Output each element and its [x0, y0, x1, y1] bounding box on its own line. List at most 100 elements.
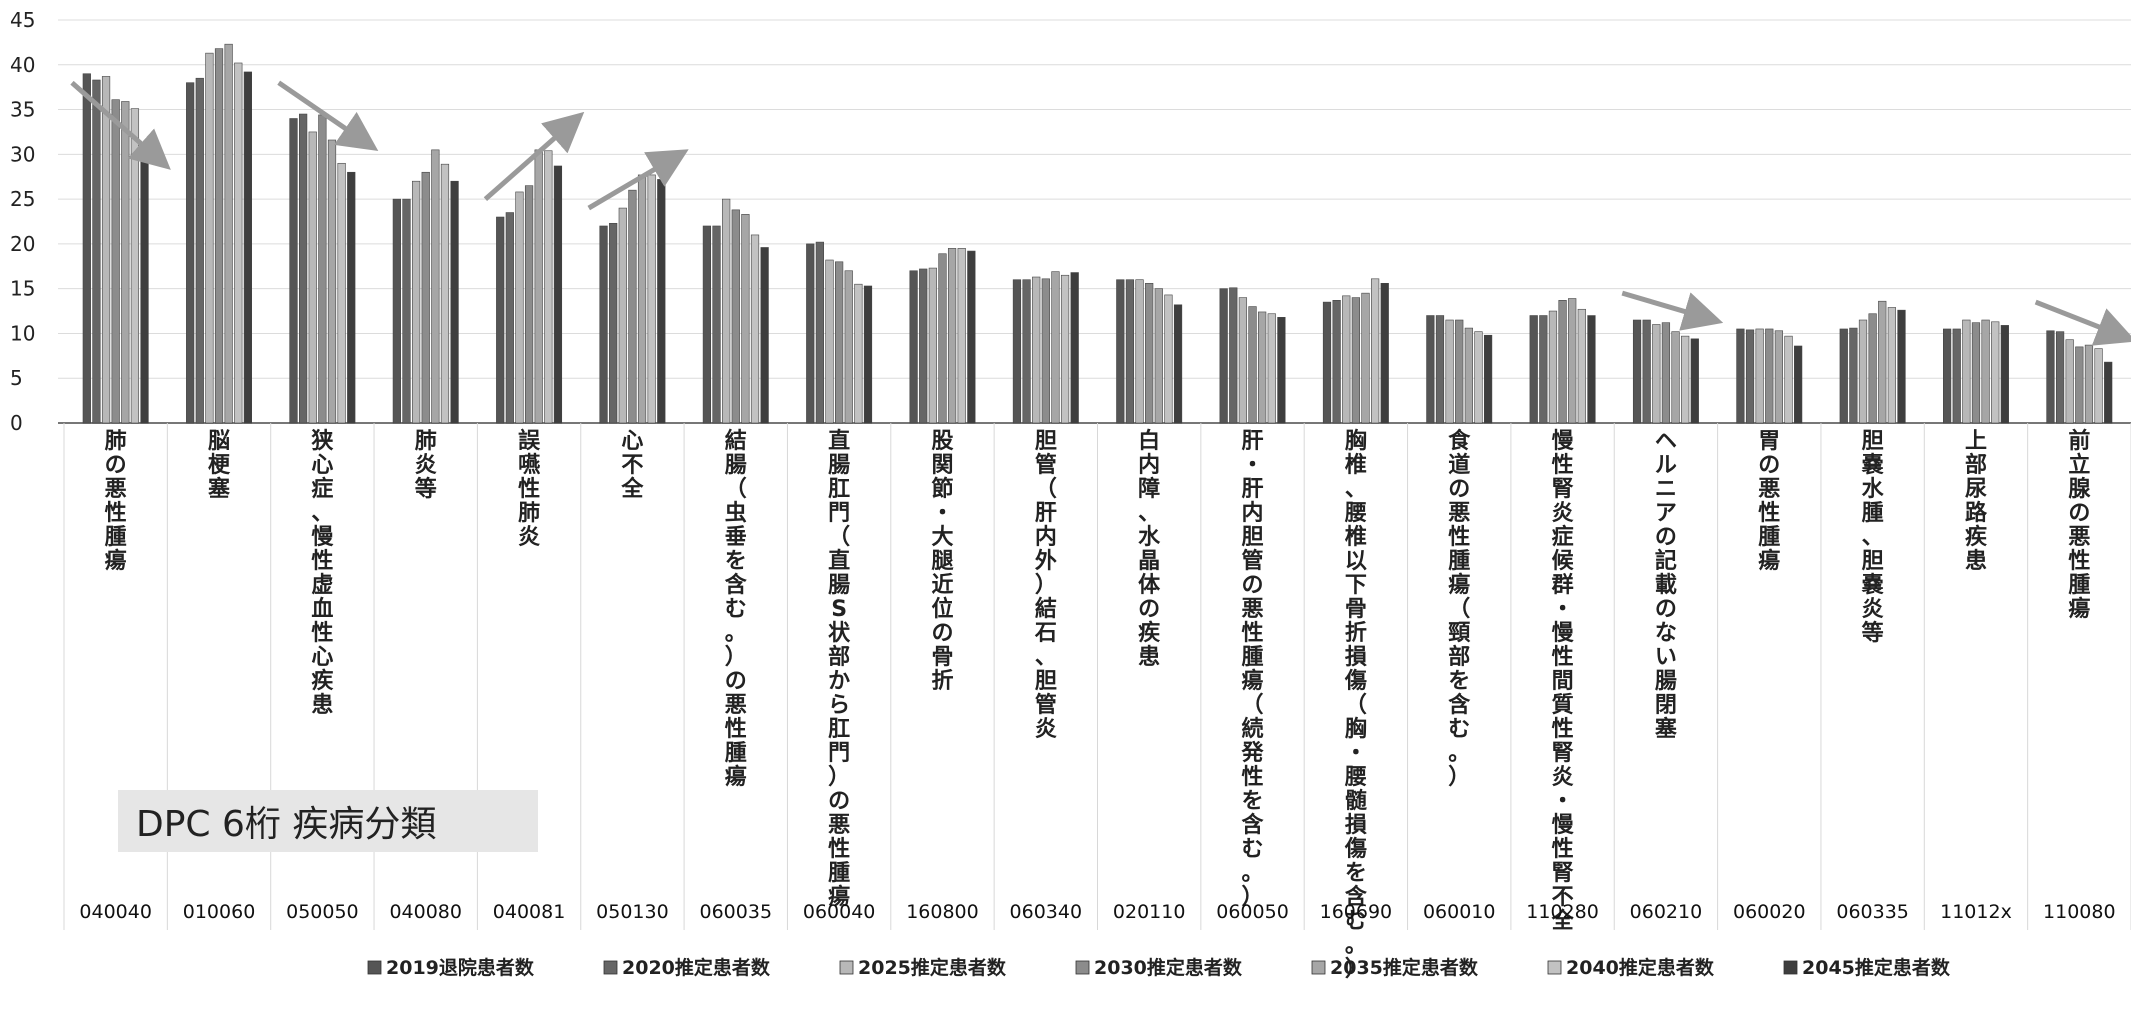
- category-label: 胸椎、腰椎以下骨折損傷（胸・腰髄損傷を含む。）: [1344, 428, 1368, 982]
- legend-label: 2045推定患者数: [1802, 956, 1951, 979]
- bar: [392, 198, 401, 424]
- trend-down-arrow-icon: [2034, 299, 2131, 346]
- bar: [1154, 288, 1163, 424]
- bar: [402, 198, 411, 424]
- bar: [1839, 328, 1848, 424]
- bar: [1041, 278, 1050, 424]
- bar: [234, 62, 243, 424]
- bar: [1426, 315, 1435, 424]
- legend-swatch: [367, 960, 382, 975]
- gridlines: [58, 19, 2131, 424]
- bar: [722, 198, 731, 424]
- bar: [1258, 311, 1267, 424]
- bar: [450, 180, 459, 424]
- category-label: 肺の悪性腫瘍: [105, 429, 127, 574]
- category-label: 肺炎等: [415, 429, 437, 502]
- dpc-code-label: 050050: [286, 901, 359, 923]
- bar: [1868, 313, 1877, 424]
- bar: [2075, 346, 2084, 424]
- trend-up-arrow-icon: [587, 149, 689, 211]
- bar: [1267, 313, 1276, 424]
- bar: [347, 171, 356, 424]
- bar: [2065, 339, 2074, 424]
- legend-swatch: [1783, 960, 1798, 975]
- bar: [1445, 319, 1454, 424]
- bar: [1784, 335, 1793, 424]
- trend-down-arrow-icon: [1621, 290, 1724, 331]
- bar: [1548, 310, 1558, 424]
- dpc-code-label: 040081: [493, 901, 566, 923]
- bar: [186, 82, 195, 424]
- y-tick-label: 5: [10, 366, 23, 390]
- bar: [496, 216, 505, 424]
- bar: [967, 250, 976, 424]
- bar: [1051, 271, 1060, 424]
- legend-label: 2030推定患者数: [1094, 956, 1243, 979]
- category-label: 胃の悪性腫瘍: [1758, 429, 1780, 574]
- bar: [1474, 331, 1483, 424]
- bars: [82, 43, 2113, 424]
- bar: [854, 283, 863, 424]
- bar: [835, 261, 844, 424]
- bar: [909, 270, 918, 424]
- bar: [637, 174, 647, 424]
- bar: [599, 225, 608, 424]
- legend-swatch: [1311, 960, 1326, 975]
- bar: [1671, 331, 1680, 424]
- dpc-code-label: 110280: [1526, 901, 1599, 923]
- dpc-code-label: 160690: [1320, 901, 1393, 923]
- dpc-code-label: 11012x: [1940, 901, 2012, 923]
- bar: [1229, 287, 1238, 424]
- category-label: 肝・肝内胆管の悪性腫瘍（続発性を含む。）: [1241, 429, 1265, 910]
- category-label: 結腸（虫垂を含む。）の悪性腫瘍: [725, 428, 748, 790]
- bar: [82, 73, 91, 424]
- legend-label: 2019退院患者数: [386, 956, 535, 979]
- bar: [1380, 282, 1389, 424]
- bar: [1145, 282, 1154, 424]
- bar: [1642, 319, 1651, 424]
- bar: [140, 145, 149, 424]
- bar: [1962, 319, 1971, 424]
- bar: [2104, 361, 2113, 424]
- bar: [505, 212, 514, 424]
- dpc-code-label: 020110: [1113, 901, 1186, 923]
- bar: [1116, 279, 1125, 424]
- bar: [1060, 274, 1070, 424]
- bar: [195, 77, 204, 424]
- bar: [1991, 321, 2000, 424]
- bar: [712, 225, 721, 424]
- trend-arrows: [70, 80, 2131, 346]
- trend-down-arrow-icon: [277, 80, 379, 152]
- bar: [947, 248, 957, 424]
- dpc-code-label: 060210: [1630, 901, 1703, 923]
- category-label: 白内障、水晶体の疾患: [1138, 428, 1161, 670]
- y-tick-label: 15: [10, 277, 35, 301]
- bar: [609, 222, 618, 424]
- bar: [2046, 330, 2055, 424]
- bar: [1164, 294, 1173, 424]
- category-label: 慢性腎炎症候群・慢性間質性腎炎・慢性腎不全: [1551, 428, 1575, 934]
- legend-swatch: [1547, 960, 1562, 975]
- y-axis-ticks: 0 5 10 15 20 25 30 35 40 45: [10, 8, 35, 435]
- bar: [544, 150, 553, 424]
- bar: [1351, 297, 1360, 424]
- y-tick-label: 40: [10, 53, 35, 77]
- bar: [731, 209, 740, 424]
- category-label: 誤嚥性肺炎: [518, 428, 541, 550]
- legend-label: 2020推定患者数: [622, 956, 771, 979]
- bar: [1032, 276, 1041, 424]
- y-tick-label: 10: [10, 321, 35, 345]
- bar: [1455, 319, 1464, 424]
- bar: [815, 241, 824, 424]
- dpc-code-label: 050130: [596, 901, 669, 923]
- bar: [618, 207, 627, 424]
- bar: [1539, 315, 1548, 424]
- y-tick-label: 0: [10, 411, 23, 435]
- bar: [101, 76, 111, 424]
- y-tick-label: 25: [10, 187, 35, 211]
- bar: [1632, 319, 1642, 424]
- dpc-code-label: 060340: [1010, 901, 1083, 923]
- bar: [1173, 304, 1183, 424]
- category-label: 脳梗塞: [208, 429, 231, 502]
